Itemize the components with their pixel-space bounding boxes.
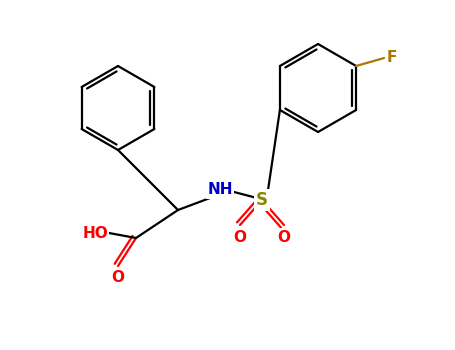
Text: NH: NH xyxy=(207,182,233,197)
Text: HO: HO xyxy=(82,225,108,240)
Text: O: O xyxy=(233,230,247,245)
Text: F: F xyxy=(387,50,397,65)
Text: O: O xyxy=(278,230,290,245)
Text: O: O xyxy=(111,271,125,286)
Text: S: S xyxy=(256,191,268,209)
